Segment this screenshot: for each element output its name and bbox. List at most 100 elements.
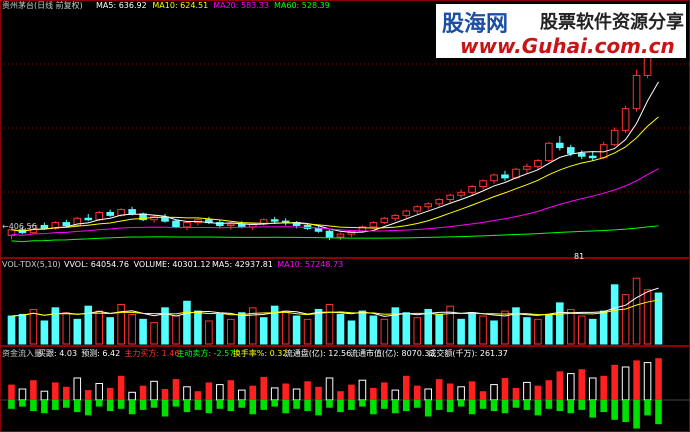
volume-bar xyxy=(40,320,49,345)
candle-body xyxy=(457,191,465,196)
volume-bar xyxy=(150,322,158,345)
inflow-bar xyxy=(457,386,465,401)
candle-body xyxy=(369,222,378,228)
volume-bar xyxy=(29,308,38,345)
outflow-bar xyxy=(424,400,432,417)
volume-bar xyxy=(139,318,147,345)
inflow-bar xyxy=(402,375,410,400)
outflow-bar xyxy=(534,400,542,416)
inflow-bar xyxy=(150,380,158,401)
volume-bar xyxy=(117,304,125,345)
outflow-bar xyxy=(512,400,520,408)
inflow-bar xyxy=(512,387,520,400)
inflow-bar xyxy=(139,385,147,400)
outflow-bar xyxy=(205,400,213,414)
inflow-bar xyxy=(479,391,487,400)
outflow-bar xyxy=(293,400,300,409)
outflow-bar xyxy=(194,400,202,410)
volume-bar xyxy=(227,318,235,345)
ma20-line xyxy=(11,168,659,236)
candle-body xyxy=(501,174,509,179)
volume-bar xyxy=(501,310,509,345)
outflow-bar xyxy=(315,400,322,416)
candle-body xyxy=(95,211,104,221)
inflow-bar xyxy=(556,371,564,400)
volume-bar xyxy=(545,313,553,345)
volume-bar xyxy=(73,318,82,345)
volume-bar xyxy=(18,313,27,345)
inflow-bar xyxy=(194,391,202,400)
inflow-bar xyxy=(348,384,355,400)
outflow-bar xyxy=(271,400,278,407)
volume-bar xyxy=(216,313,224,345)
inflow-bar xyxy=(161,389,169,400)
outflow-bar xyxy=(249,400,257,415)
low-price-marker: ←406.56 xyxy=(2,222,37,231)
inflow-bar xyxy=(566,373,575,401)
ind-label: 流通市值(亿): 8070.32 xyxy=(350,349,435,358)
candle-body xyxy=(479,180,487,188)
inflow-bar xyxy=(282,383,289,400)
inflow-bar xyxy=(40,390,49,401)
volume-bar xyxy=(7,315,16,345)
candle-body xyxy=(172,220,180,228)
volume-bar xyxy=(424,308,433,345)
ma-label: MA20: 583.33 xyxy=(213,1,269,10)
inflow-bar xyxy=(63,386,70,400)
volume-bar xyxy=(479,315,487,345)
volume-bar xyxy=(556,302,564,345)
outflow-bar xyxy=(402,400,410,411)
outflow-bar xyxy=(622,400,629,422)
outflow-bar xyxy=(567,400,575,414)
volume-bar xyxy=(194,310,202,345)
volume-bar xyxy=(237,312,246,345)
watermark-logo: 股海网 xyxy=(442,12,509,37)
outflow-bar xyxy=(161,400,169,417)
outflow-bar xyxy=(370,400,377,415)
inflow-bar xyxy=(315,386,322,400)
candle-body xyxy=(183,222,191,228)
inflow-bar xyxy=(216,384,224,401)
inflow-bar xyxy=(413,385,421,400)
candle-body xyxy=(566,147,575,154)
outflow-bar xyxy=(150,400,158,408)
ind-label: 预测: 6.42 xyxy=(81,349,121,358)
candle-body xyxy=(490,174,498,182)
inflow-bar xyxy=(490,384,498,401)
inflow-bar xyxy=(523,381,531,401)
volume-bar xyxy=(610,284,619,345)
outflow-bar xyxy=(19,400,26,407)
outflow-bar xyxy=(413,400,421,408)
volume-bar xyxy=(51,307,60,345)
volume-bar xyxy=(303,318,312,345)
inflow-bar xyxy=(270,387,279,401)
inflow-bar xyxy=(95,383,104,401)
outflow-bar xyxy=(446,400,454,413)
vol-marker: 81 xyxy=(574,252,585,261)
candle-body xyxy=(336,233,345,238)
volume-bar xyxy=(512,307,520,345)
volume-bar xyxy=(391,307,400,345)
outflow-bar xyxy=(41,400,48,414)
candle-body xyxy=(106,211,114,216)
outflow-bar xyxy=(589,400,597,418)
inflow-bar xyxy=(501,378,509,400)
candle-body xyxy=(150,216,158,221)
vol-label: MA10: 57248.73 xyxy=(277,260,344,269)
ma60-line xyxy=(11,225,659,243)
outflow-bar xyxy=(457,400,465,407)
inflow-bar xyxy=(621,366,630,401)
volume-bar xyxy=(248,307,257,345)
inflow-bar xyxy=(578,369,586,400)
vol-ma10-line xyxy=(11,299,659,317)
inflow-bar xyxy=(128,391,136,401)
outflow-bar xyxy=(435,400,443,410)
volume-bar xyxy=(588,318,597,345)
panel-frame xyxy=(0,346,690,432)
candle-body xyxy=(227,223,235,226)
outflow-bar xyxy=(304,400,311,411)
candle-body xyxy=(314,227,323,232)
volume-bar xyxy=(205,320,213,345)
